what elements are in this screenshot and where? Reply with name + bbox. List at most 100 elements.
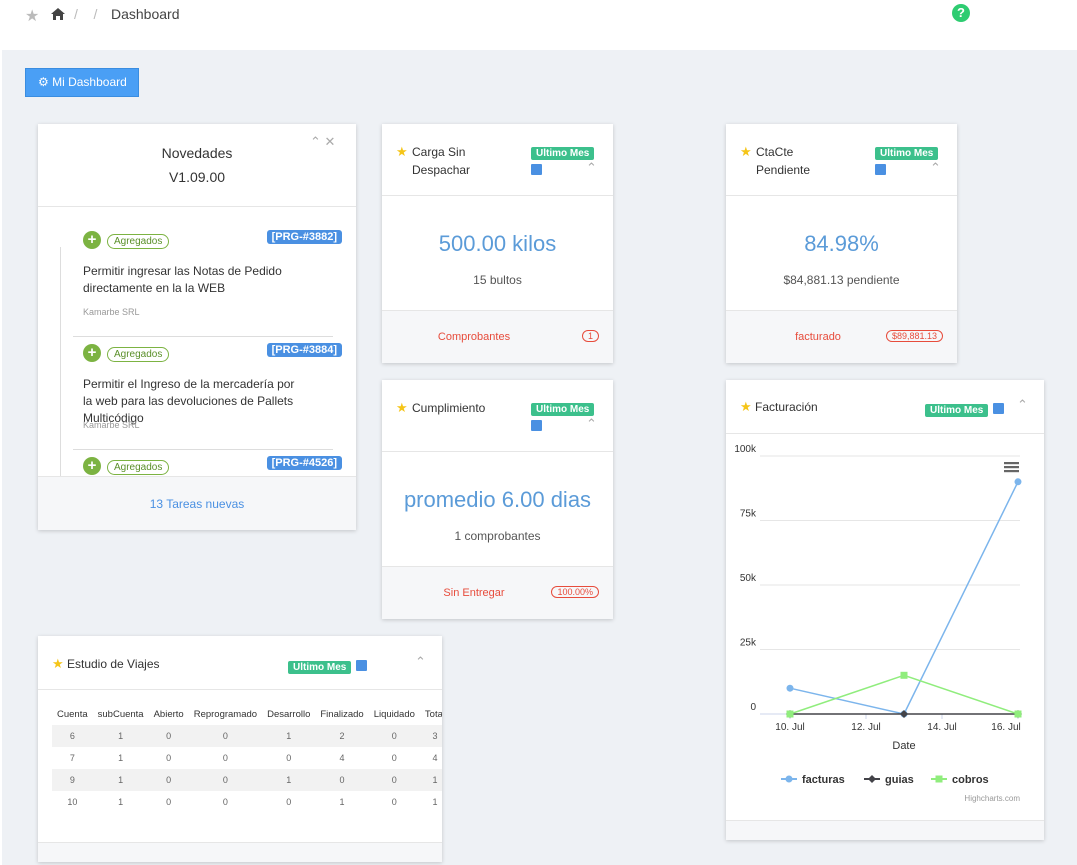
period[interactable]: Ultimo Mes	[531, 145, 595, 175]
collapse: ⌃	[586, 416, 597, 431]
collapse[interactable]: ⌃	[415, 654, 426, 669]
legend-item[interactable]: facturas	[781, 774, 845, 786]
help-icon[interactable]: ?	[952, 4, 970, 22]
title-text: Cumplimiento	[412, 401, 486, 415]
marker	[1014, 710, 1022, 718]
cell: 0	[315, 769, 369, 791]
cell: 0	[391, 753, 397, 763]
cell: 1	[432, 797, 438, 807]
column-header: Cuenta	[57, 708, 88, 720]
table-row: 7 1 0 0 0 4 0 4	[52, 747, 442, 769]
breadcrumb[interactable]: Dashboard	[111, 6, 180, 22]
cell: 0	[188, 769, 263, 791]
y-tick-label: 25k	[740, 638, 757, 649]
period[interactable]: Ultimo Mes	[925, 400, 1004, 418]
mi-dashboard-button[interactable]: ⚙ Mi Dashboard	[25, 68, 139, 97]
badge: Ultimo Mes	[288, 661, 352, 674]
column-header: Liquidado	[373, 708, 415, 720]
button-label: Mi Dashboard	[52, 75, 127, 89]
legend-marker	[785, 775, 793, 783]
code: [PRG-#3884]	[266, 343, 342, 357]
collapse[interactable]: ⌃	[1017, 397, 1028, 412]
cell: 0	[391, 797, 397, 807]
novedad-item: + Agregados [PRG-#4526]	[83, 453, 343, 477]
cell: 1	[262, 725, 316, 747]
calendar-icon	[531, 420, 542, 431]
period[interactable]: Ultimo Mes	[531, 401, 595, 431]
series-line	[789, 674, 1019, 715]
facturacion-card: ★ Facturación Ultimo Mes ⌃ 0 25k 50k 75k 100…	[726, 380, 1044, 840]
cell: 0	[222, 797, 228, 807]
plus-icon: +	[83, 457, 101, 475]
cell: 0	[286, 753, 292, 763]
cell: 1	[118, 797, 124, 807]
legend-label: cobros	[952, 774, 989, 786]
footer-label[interactable]: facturado	[795, 331, 841, 343]
legend-label: facturas	[802, 774, 845, 786]
favorite-icon[interactable]: ★	[25, 8, 40, 25]
divider	[726, 195, 957, 196]
y-tick-label: 50k	[740, 573, 757, 584]
viajes-card: ★ Estudio de Viajes Ultimo Mes ⌃ Cuenta s…	[38, 636, 442, 862]
credits: Highcharts.com	[964, 794, 1020, 803]
novedad-item: + Agregados [PRG-#3884] Permitir el Ingreso…	[73, 340, 343, 453]
star: ★	[396, 400, 408, 415]
title-text: Carga Sin Despachar	[412, 145, 471, 177]
y-tick-label: 75k	[740, 509, 757, 520]
novedades-list: + Agregados [PRG-#3882] Permitir ingresar l…	[38, 207, 356, 477]
stat-card: ★ Cumplimiento Ultimo Mes ⌃ promedio 6.00 di…	[382, 380, 613, 619]
card-title: ★ Cumplimiento	[396, 399, 496, 417]
stat-card: ★ CtaCte Pendiente Ultimo Mes ⌃ 84.98% $84,88…	[726, 124, 957, 363]
column-header: Reprogramado	[193, 708, 258, 720]
card-footer: Sin Entregar 100.00%	[382, 566, 613, 619]
cell: 7	[69, 753, 75, 763]
legend-marker	[868, 775, 876, 783]
legend-item[interactable]: guias	[864, 774, 914, 786]
period[interactable]: Ultimo Mes	[288, 657, 367, 675]
card-footer[interactable]: 13 Tareas nuevas	[38, 476, 356, 530]
title-text: Estudio de Viajes	[67, 657, 160, 671]
card-title: Novedades	[161, 145, 233, 161]
tag: Agregados	[107, 460, 170, 475]
badge: Ultimo Mes	[531, 403, 595, 416]
card-controls[interactable]: ⌃ ✕	[310, 134, 336, 149]
stat-value: 84.98%	[804, 231, 879, 256]
footer-badge: 100.00%	[551, 586, 599, 598]
period[interactable]: Ultimo Mes	[875, 145, 939, 175]
tag: Agregados	[107, 234, 170, 249]
title-text: CtaCte Pendiente	[756, 145, 811, 177]
card-footer: facturado $89,881.13	[726, 310, 957, 363]
card-title: ★ Carga Sin Despachar	[396, 143, 496, 179]
cell: 0	[166, 753, 172, 763]
legend-item[interactable]: cobros	[931, 774, 989, 786]
header-row: Cuenta subCuenta Abierto Reprogramado Desarr…	[52, 703, 442, 725]
plus-icon: +	[83, 344, 101, 362]
legend-label: guias	[885, 774, 914, 786]
x-tick-label: 14. Jul	[927, 722, 956, 733]
cell: 10	[67, 797, 78, 807]
table-row: 10 1 0 0 0 1 0 1	[52, 791, 442, 813]
divider	[382, 195, 613, 196]
cell: 9	[52, 769, 93, 791]
novedad-item: + Agregados [PRG-#3882] Permitir ingresar l…	[73, 227, 343, 340]
cell: 4	[339, 753, 345, 763]
cell: 1	[339, 797, 345, 807]
marker	[786, 710, 794, 718]
chart-menu[interactable]	[1004, 462, 1019, 473]
x-tick-label: 16. Jul	[991, 722, 1020, 733]
menu-bar	[1004, 462, 1019, 465]
footer-badge: $89,881.13	[885, 330, 943, 342]
version: V1.09.00	[168, 169, 226, 185]
stat-subtitle: 1 comprobantes	[454, 529, 541, 543]
cell: 1	[419, 769, 442, 791]
star: ★	[396, 144, 408, 159]
cell: 1	[92, 769, 149, 791]
footer-label[interactable]: Sin Entregar	[443, 587, 505, 599]
footer-badge: 1	[581, 330, 599, 342]
timeline	[60, 247, 61, 477]
series-line	[789, 481, 1019, 715]
home-icon[interactable]	[50, 7, 66, 21]
footer-label[interactable]: Comprobantes	[437, 331, 511, 343]
